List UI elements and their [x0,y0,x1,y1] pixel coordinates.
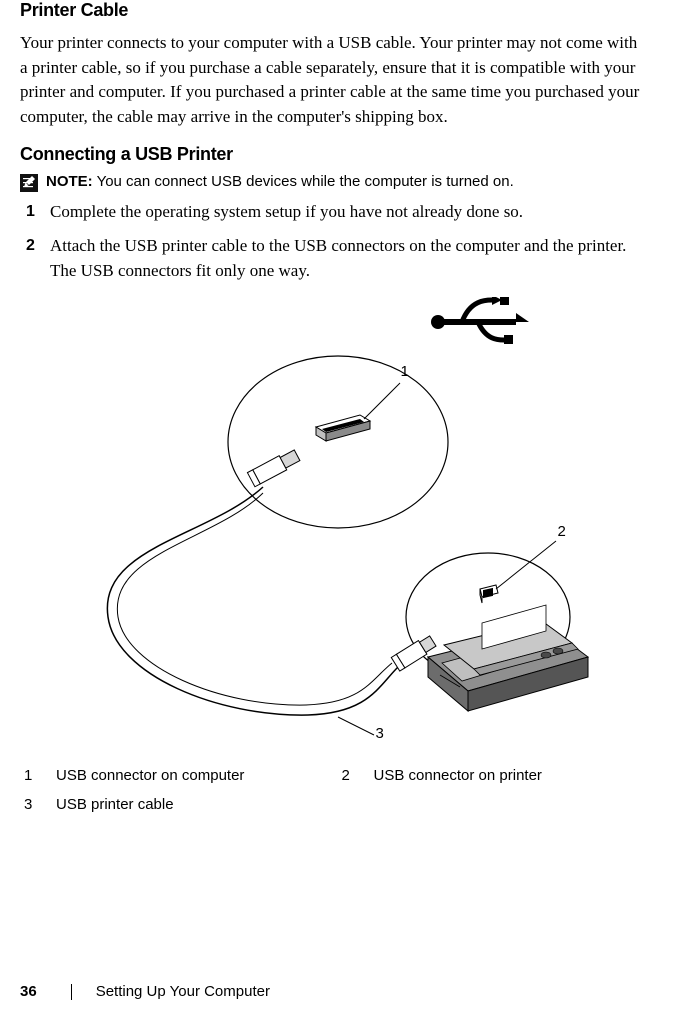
steps-list: Complete the operating system setup if y… [20,200,645,284]
diagram-legend: 1 USB connector on computer 2 USB connec… [20,767,645,813]
footer-divider [71,984,72,1000]
usb-cable-diagram: 1 2 3 [68,297,598,757]
legend-label-3: USB printer cable [56,796,328,813]
note-text: NOTE: You can connect USB devices while … [46,173,514,190]
legend-num-1: 1 [24,767,42,784]
note-icon [20,174,38,192]
manual-page: Printer Cable Your printer connects to y… [0,0,675,1030]
note-block: NOTE: You can connect USB devices while … [20,173,645,192]
heading-printer-cable: Printer Cable [20,0,645,21]
note-label: NOTE: [46,173,93,190]
page-footer: 36 Setting Up Your Computer [20,983,270,1000]
legend-num-2: 2 [342,767,360,784]
intro-paragraph: Your printer connects to your computer w… [20,31,645,130]
callout-1: 1 [401,363,409,380]
callout-2: 2 [558,523,566,540]
callout-3: 3 [376,725,384,742]
heading-connecting-usb-printer: Connecting a USB Printer [20,144,645,165]
legend-num-3: 3 [24,796,42,813]
diagram-container: 1 2 3 [20,297,645,757]
legend-label-2: USB connector on printer [374,767,646,784]
note-body: You can connect USB devices while the co… [97,173,514,190]
step-1: Complete the operating system setup if y… [20,200,645,225]
step-2: Attach the USB printer cable to the USB … [20,234,645,283]
legend-label-1: USB connector on computer [56,767,328,784]
page-number: 36 [20,983,37,1000]
footer-section-name: Setting Up Your Computer [96,983,270,1000]
